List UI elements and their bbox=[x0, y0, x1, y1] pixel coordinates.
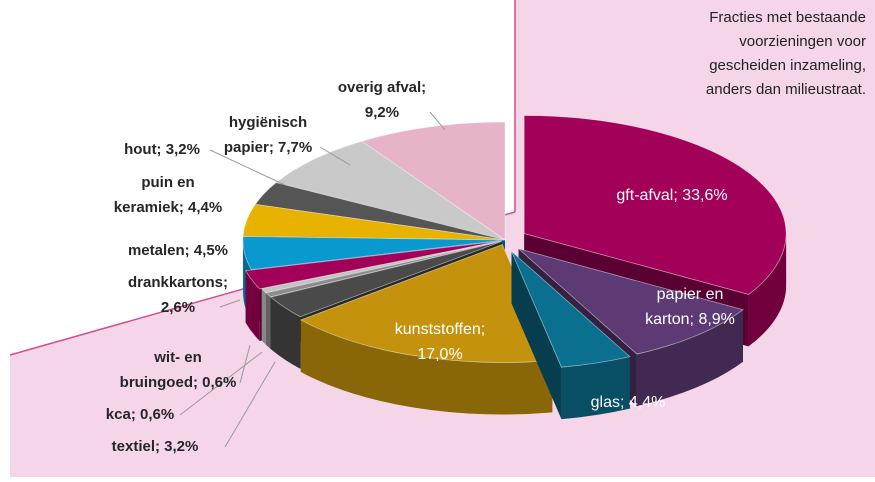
leader-line bbox=[179, 351, 263, 416]
slice bbox=[299, 244, 553, 363]
annotation: anders dan milieustraat. bbox=[706, 81, 866, 98]
data-label: karton; 8,9% bbox=[645, 311, 735, 328]
slice-side bbox=[748, 233, 787, 347]
slice bbox=[245, 240, 500, 290]
slice-side bbox=[270, 297, 301, 369]
slice-side bbox=[266, 292, 271, 349]
slice-side bbox=[245, 270, 260, 341]
annotation: gescheiden inzameling, bbox=[709, 57, 866, 74]
slice bbox=[360, 121, 506, 241]
data-label: overig afval; bbox=[338, 79, 426, 96]
data-label: wit- en bbox=[153, 349, 202, 366]
slice bbox=[523, 115, 787, 295]
leader-line bbox=[319, 146, 351, 166]
data-label: hygiënisch bbox=[229, 114, 307, 131]
data-label: metalen; 4,5% bbox=[128, 242, 228, 259]
data-label: puin en bbox=[141, 174, 194, 191]
slice bbox=[242, 236, 506, 270]
data-label: 9,2% bbox=[365, 104, 399, 121]
slice-side bbox=[261, 288, 266, 345]
data-label: textiel; 3,2% bbox=[112, 438, 199, 455]
data-label: kunststoffen; bbox=[395, 321, 485, 338]
slice-side bbox=[636, 309, 743, 407]
pie bbox=[242, 115, 787, 420]
slice-side bbox=[300, 319, 553, 415]
slice bbox=[511, 251, 631, 368]
data-label: 2,6% bbox=[161, 299, 195, 316]
data-label: keramiek; 4,4% bbox=[114, 199, 222, 216]
slice-side bbox=[511, 251, 562, 420]
labels: gft-afval; 33,6% papier en karton; 8,9% gla… bbox=[106, 79, 735, 455]
slice bbox=[275, 140, 506, 241]
data-label: drankkartons; bbox=[128, 274, 228, 291]
data-label: kca; 0,6% bbox=[106, 406, 174, 423]
slice-side bbox=[561, 356, 630, 420]
leader-line bbox=[429, 111, 446, 131]
leader-line bbox=[209, 149, 286, 186]
data-label: 17,0% bbox=[417, 346, 462, 363]
data-label: gft-afval; 33,6% bbox=[616, 187, 727, 204]
leader-line bbox=[219, 299, 241, 308]
data-label: bruingoed; 0,6% bbox=[120, 374, 237, 391]
annotation: Fracties met bestaande bbox=[709, 9, 866, 26]
data-label: papier; 7,7% bbox=[224, 139, 312, 156]
background-white bbox=[10, 0, 515, 355]
leader-line bbox=[224, 361, 276, 448]
data-label: papier en bbox=[657, 286, 724, 303]
leader-line bbox=[239, 344, 251, 384]
slice bbox=[269, 240, 502, 318]
annotation: voorzieningen voor bbox=[739, 33, 866, 50]
slice bbox=[518, 248, 744, 355]
data-label: hout; 3,2% bbox=[124, 141, 200, 158]
data-label: glas; 4,4% bbox=[591, 394, 666, 411]
